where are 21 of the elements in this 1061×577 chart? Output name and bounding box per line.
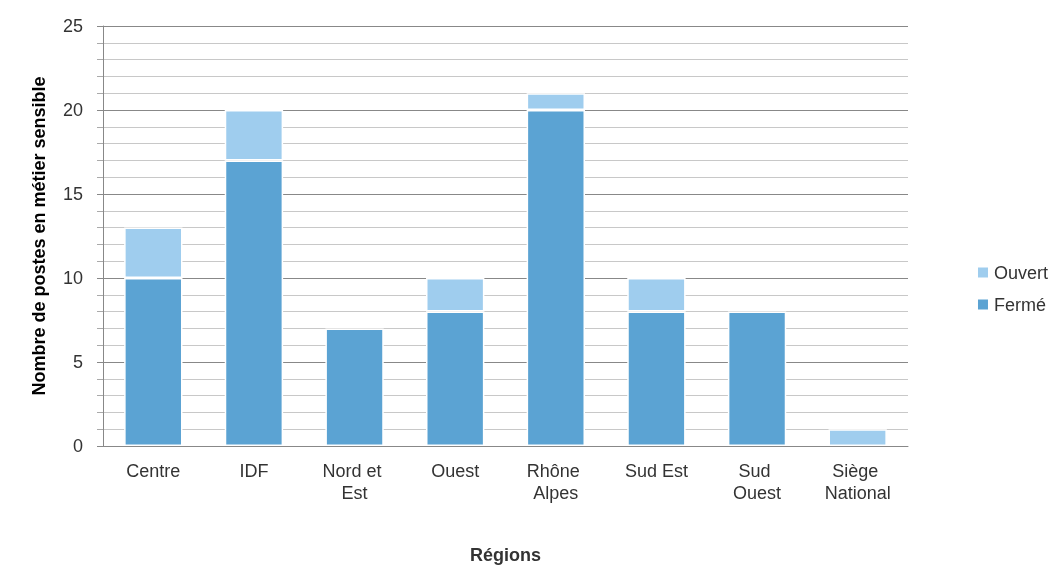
x-tick-label: Nord et Est — [322, 461, 387, 503]
y-axis-title: Nombre de postes en métier sensible — [29, 76, 49, 396]
x-tick-label: Rhône Alpes — [526, 461, 585, 503]
x-tick-label: Centre — [126, 461, 181, 481]
bar — [828, 429, 887, 446]
y-tick-label: 10 — [62, 268, 83, 288]
y-tick-label: 5 — [72, 352, 83, 372]
x-tick-label: Sud Est — [624, 461, 688, 481]
bar — [325, 328, 384, 446]
x-axis-title: Régions — [469, 545, 542, 565]
y-tick-label: 0 — [72, 436, 83, 456]
y-tick-label: 25 — [62, 16, 83, 36]
x-tick-label: Ouest — [431, 461, 480, 481]
legend-label: Fermé — [993, 294, 1046, 315]
bar — [727, 311, 787, 446]
x-tick-label: IDF — [239, 461, 269, 481]
legend-label: Ouvert — [993, 262, 1049, 283]
y-tick-label: 15 — [62, 184, 83, 204]
y-tick-label: 20 — [62, 100, 83, 120]
x-tick-label: Siège National — [824, 461, 891, 503]
x-tick-label: Sud Ouest — [733, 461, 782, 503]
